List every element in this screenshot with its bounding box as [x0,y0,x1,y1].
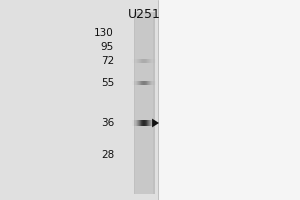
Bar [134,12,154,194]
Bar [154,81,155,85]
Text: U251: U251 [128,8,160,21]
Bar [135,12,153,194]
Text: 28: 28 [101,150,114,160]
Bar [135,59,136,63]
Bar [152,120,153,126]
Polygon shape [152,119,159,127]
Bar [133,59,134,63]
Text: 130: 130 [94,28,114,38]
Bar [145,59,146,63]
Bar [147,59,148,63]
Bar [137,59,138,63]
Bar [136,120,137,126]
Text: 36: 36 [101,118,114,128]
Bar [153,81,154,85]
Text: 55: 55 [101,78,114,88]
Bar [134,59,135,63]
Bar [139,81,140,85]
Bar [148,81,149,85]
Bar [152,59,153,63]
Bar [136,120,137,126]
Bar [155,81,156,85]
Bar [137,120,138,126]
Bar [133,120,134,126]
Bar [136,81,137,85]
Bar [153,59,154,63]
Bar [150,81,151,85]
Bar [152,81,153,85]
Bar [153,120,154,126]
Text: 72: 72 [101,56,114,66]
Bar [132,59,133,63]
Bar [144,120,145,126]
Bar [146,120,147,126]
Bar [136,81,137,85]
Bar [138,81,139,85]
Bar [142,59,143,63]
Bar [155,120,156,126]
Bar [134,120,135,126]
Bar [155,59,156,63]
Bar [148,120,149,126]
Bar [138,59,139,63]
Bar [142,81,143,85]
Bar [145,120,146,126]
Bar [137,81,138,85]
Bar [149,81,150,85]
Bar [141,59,142,63]
Bar [140,81,141,85]
Bar [144,59,145,63]
Bar [149,59,150,63]
Bar [142,120,143,126]
Bar [158,0,300,200]
Bar [154,120,155,126]
Bar [132,120,133,126]
Bar [151,59,152,63]
Bar [151,81,152,85]
Bar [133,81,134,85]
Bar [139,59,140,63]
Bar [139,120,140,126]
Bar [141,120,142,126]
Bar [150,59,151,63]
Bar [154,81,155,85]
Bar [143,59,144,63]
Text: 95: 95 [101,42,114,52]
Bar [143,120,144,126]
Bar [140,120,141,126]
Bar [145,81,146,85]
Bar [0,0,158,200]
Bar [144,81,145,85]
Bar [154,59,155,63]
Bar [132,81,133,85]
Bar [140,59,141,63]
Bar [134,81,135,85]
Bar [151,120,152,126]
Bar [136,59,137,63]
Bar [149,120,150,126]
Bar [143,81,144,85]
Bar [146,59,147,63]
Bar [148,59,149,63]
Bar [154,59,155,63]
Bar [150,120,151,126]
Bar [136,59,137,63]
Bar [141,81,142,85]
Bar [146,81,147,85]
Bar [147,81,148,85]
Bar [138,120,139,126]
Bar [135,120,136,126]
Bar [135,81,136,85]
Bar [154,120,155,126]
Bar [147,120,148,126]
